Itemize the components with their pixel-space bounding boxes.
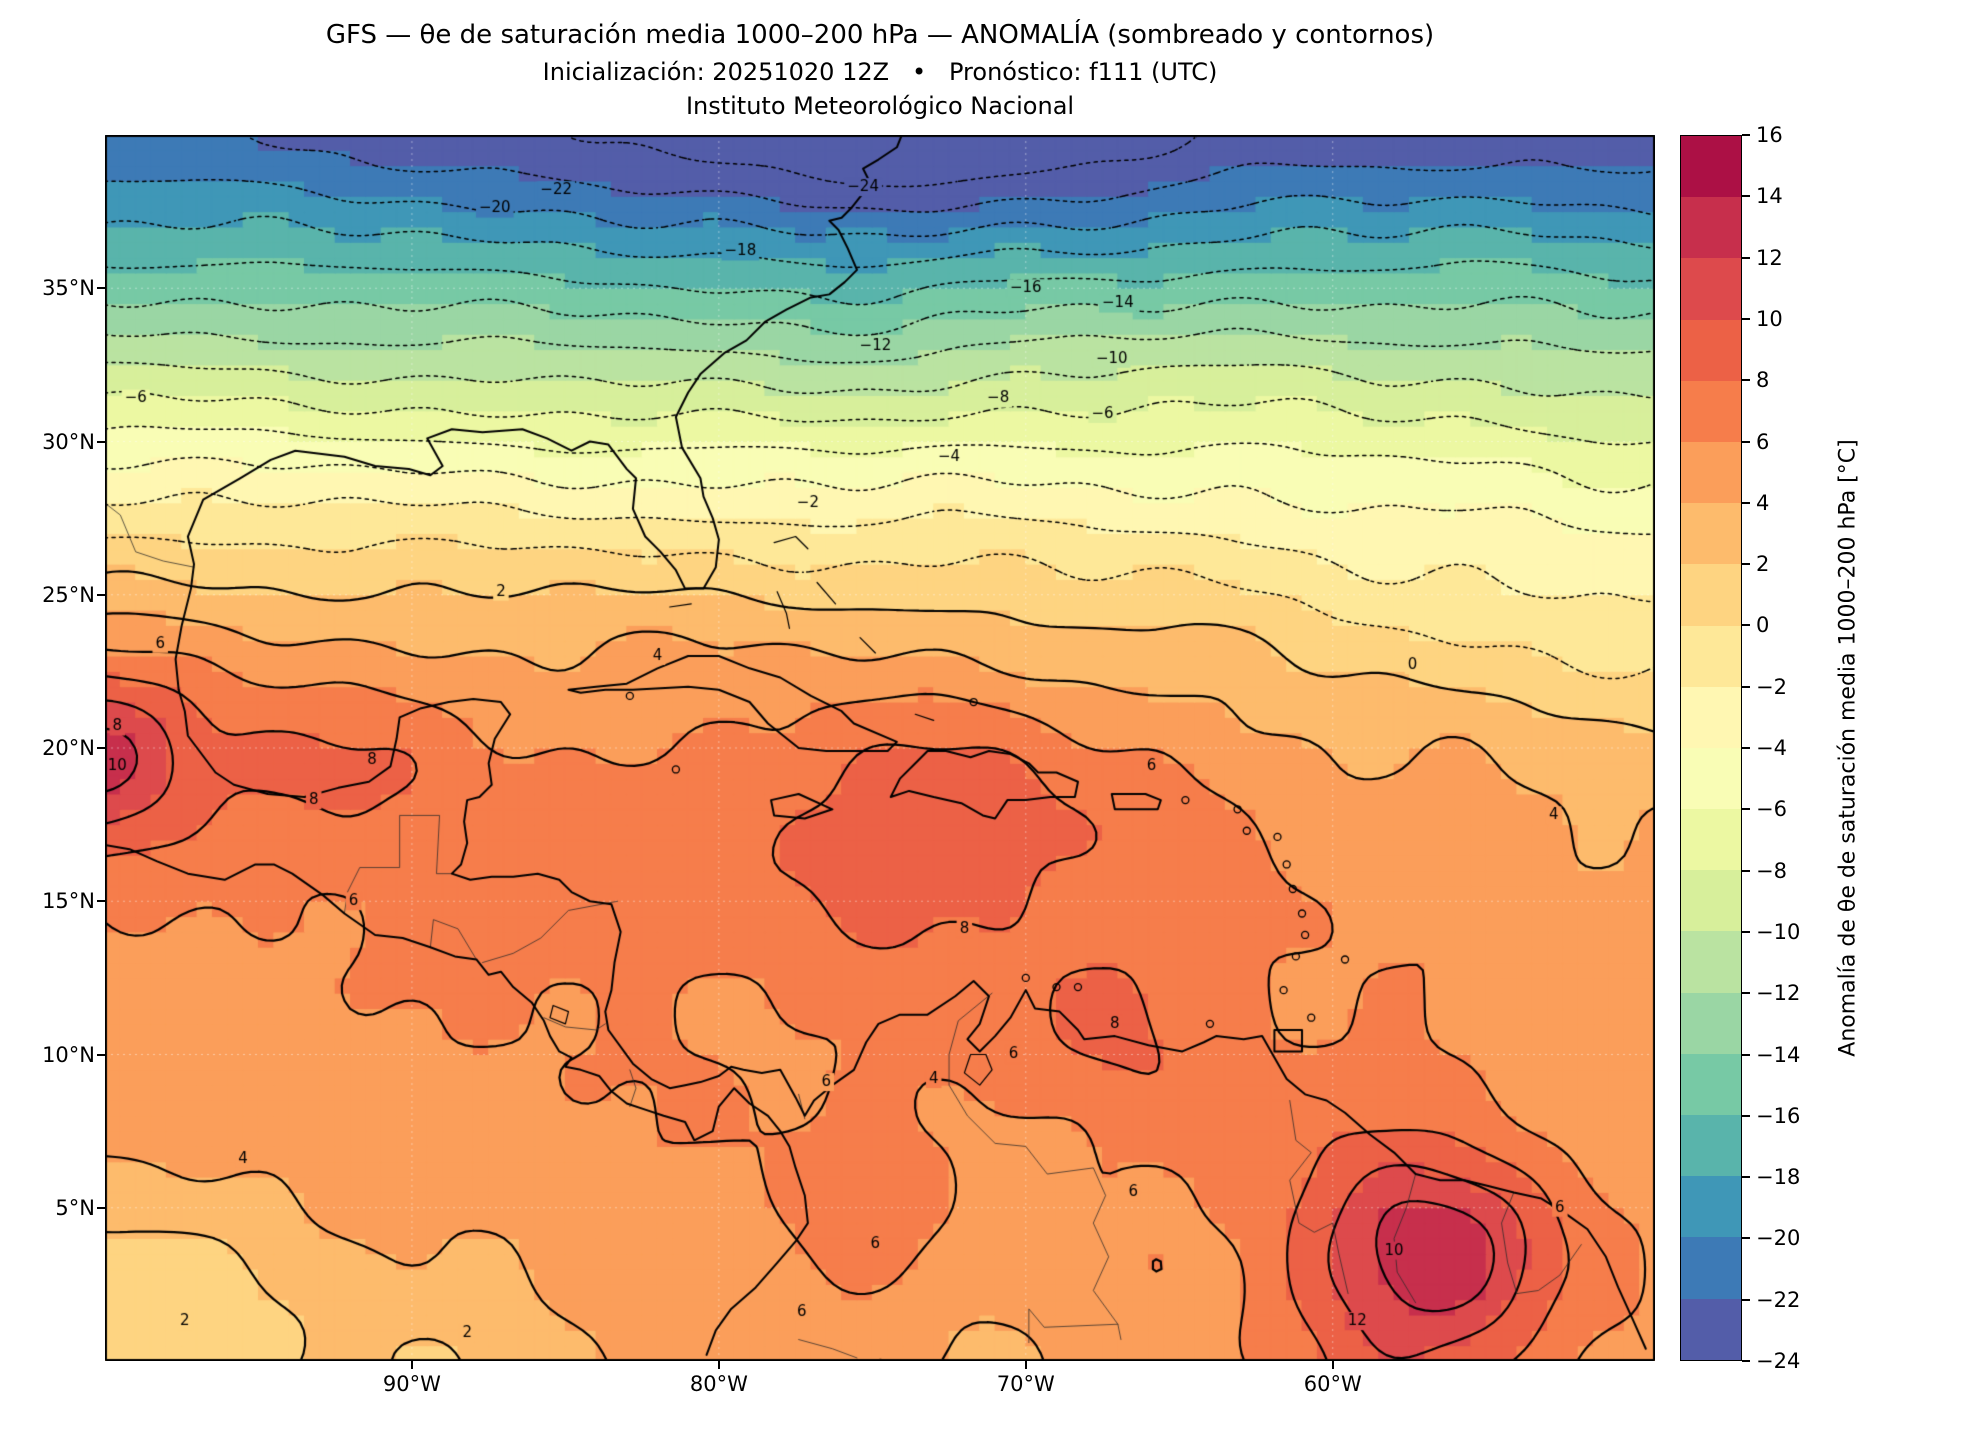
colorbar-tick-mark xyxy=(1742,1360,1750,1362)
colorbar-label: Anomalía de θe de saturación media 1000–… xyxy=(1835,439,1861,1057)
x-tick-mark xyxy=(717,1361,720,1369)
chart-subtitle: Inicialización: 20251020 12Z • Pronóstic… xyxy=(542,58,1218,86)
colorbar-cell xyxy=(1681,1115,1741,1177)
colorbar-tick-mark xyxy=(1742,317,1750,320)
colorbar-tick-mark xyxy=(1742,685,1750,688)
x-tick-mark xyxy=(1024,1361,1027,1369)
colorbar-tick-mark xyxy=(1742,379,1750,382)
colorbar-tick-label: −20 xyxy=(1756,1226,1801,1251)
colorbar-tick-mark xyxy=(1742,1298,1750,1301)
colorbar-tick-mark xyxy=(1742,1053,1750,1056)
colorbar-tick-mark xyxy=(1742,747,1750,749)
colorbar-tick-mark xyxy=(1742,1237,1750,1240)
colorbar-tick-mark xyxy=(1742,563,1750,566)
colorbar-tick-label: −24 xyxy=(1756,1349,1801,1373)
colorbar-tick-label: 0 xyxy=(1756,613,1770,638)
colorbar-cell xyxy=(1681,197,1741,259)
colorbar-tick-label: −8 xyxy=(1756,858,1787,883)
y-tick-label: 5°N xyxy=(55,1195,95,1220)
y-tick-mark xyxy=(97,287,105,290)
colorbar-tick-mark xyxy=(1742,869,1750,872)
y-tick-mark xyxy=(97,440,105,443)
y-tick-label: 20°N xyxy=(42,736,95,760)
colorbar-cell xyxy=(1681,258,1741,320)
colorbar-tick-label: 4 xyxy=(1756,490,1770,515)
colorbar-cell xyxy=(1681,992,1741,1054)
y-tick-label: 10°N xyxy=(42,1042,95,1067)
colorbar-tick-label: 14 xyxy=(1756,184,1783,209)
colorbar-cell xyxy=(1681,503,1741,565)
colorbar-tick-label: 6 xyxy=(1756,429,1770,454)
y-tick-mark xyxy=(97,1053,105,1056)
y-tick-mark xyxy=(97,593,105,596)
chart-title: GFS — θe de saturación media 1000–200 hP… xyxy=(325,20,1435,50)
x-tick-label: 60°W xyxy=(1303,1372,1362,1396)
colorbar-tick-label: 8 xyxy=(1756,368,1770,393)
colorbar-tick-mark xyxy=(1742,930,1750,933)
y-tick-label: 35°N xyxy=(42,276,95,301)
colorbar-cell xyxy=(1681,1298,1741,1360)
y-tick-mark xyxy=(97,747,105,749)
colorbar-cell xyxy=(1681,747,1741,810)
colorbar-tick-mark xyxy=(1742,624,1750,627)
colorbar-tick-label: −18 xyxy=(1756,1165,1801,1190)
colorbar-tick-mark xyxy=(1742,992,1750,995)
colorbar-cell xyxy=(1681,1237,1741,1299)
x-tick-mark xyxy=(410,1361,413,1369)
colorbar-tick-label: 10 xyxy=(1756,306,1783,331)
colorbar-cell xyxy=(1681,319,1741,381)
chart-institution: Instituto Meteorológico Nacional xyxy=(685,92,1075,120)
map-plot-area xyxy=(105,135,1655,1361)
colorbar-tick-label: −14 xyxy=(1756,1042,1801,1067)
colorbar-cell xyxy=(1681,380,1741,442)
colorbar-tick-label: −22 xyxy=(1756,1287,1801,1312)
colorbar-cell xyxy=(1681,564,1741,626)
colorbar-tick-mark xyxy=(1742,1176,1750,1179)
colorbar-tick-label: 2 xyxy=(1756,552,1770,577)
colorbar-cell xyxy=(1681,136,1741,198)
colorbar-tick-label: 12 xyxy=(1756,245,1783,270)
y-tick-mark xyxy=(97,900,105,903)
colorbar-tick-mark xyxy=(1742,501,1750,504)
colorbar-tick-label: 16 xyxy=(1756,123,1783,147)
colorbar-cell xyxy=(1681,1176,1741,1238)
anomaly-map-canvas xyxy=(105,135,1655,1361)
colorbar-tick-mark xyxy=(1742,256,1750,259)
y-tick-label: 30°N xyxy=(42,429,95,454)
y-tick-label: 15°N xyxy=(42,889,95,914)
x-tick-label: 70°W xyxy=(996,1372,1055,1396)
y-tick-label: 25°N xyxy=(42,582,95,607)
x-tick-label: 80°W xyxy=(689,1372,748,1396)
colorbar xyxy=(1680,135,1742,1361)
x-tick-mark xyxy=(1331,1361,1334,1369)
colorbar-tick-label: −6 xyxy=(1756,797,1787,822)
colorbar-tick-mark xyxy=(1742,195,1750,198)
colorbar-tick-label: −10 xyxy=(1756,919,1801,944)
colorbar-tick-mark xyxy=(1742,808,1750,811)
colorbar-cell xyxy=(1681,441,1741,504)
colorbar-tick-label: −16 xyxy=(1756,1103,1801,1128)
colorbar-cell xyxy=(1681,809,1741,871)
colorbar-tick-label: −4 xyxy=(1756,736,1787,760)
colorbar-cell xyxy=(1681,870,1741,932)
colorbar-tick-mark xyxy=(1742,1114,1750,1117)
colorbar-cell xyxy=(1681,1053,1741,1115)
colorbar-tick-label: −2 xyxy=(1756,674,1787,699)
x-tick-label: 90°W xyxy=(382,1372,441,1396)
colorbar-cell xyxy=(1681,686,1741,748)
colorbar-tick-mark xyxy=(1742,134,1750,136)
colorbar-tick-label: −12 xyxy=(1756,981,1801,1006)
colorbar-cell xyxy=(1681,625,1741,687)
colorbar-cell xyxy=(1681,931,1741,993)
colorbar-tick-mark xyxy=(1742,440,1750,443)
y-tick-mark xyxy=(97,1206,105,1209)
